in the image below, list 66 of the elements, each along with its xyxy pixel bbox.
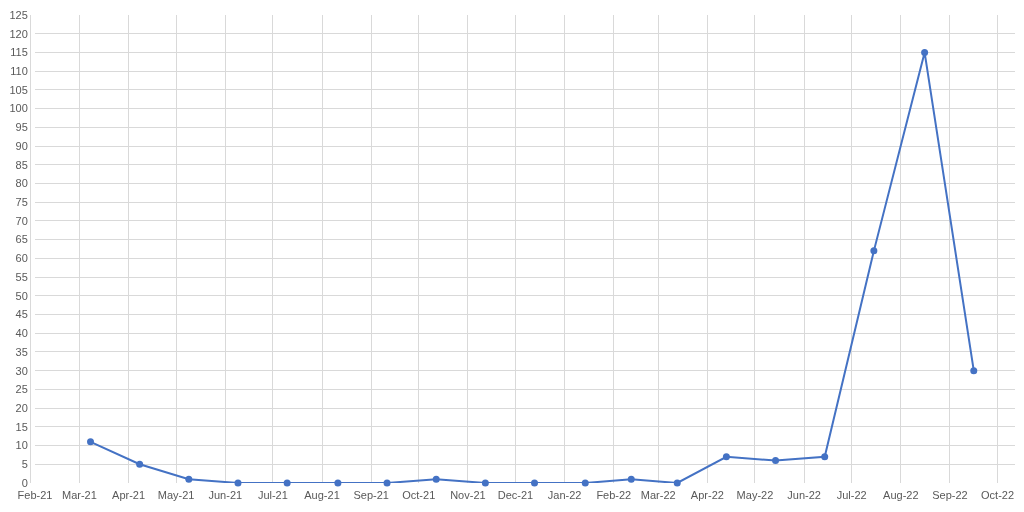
y-tick-label: 35 bbox=[15, 345, 28, 358]
y-tick-label: 115 bbox=[10, 46, 28, 59]
point bbox=[722, 453, 730, 461]
point bbox=[87, 438, 94, 446]
y-tick-label: 45 bbox=[15, 308, 28, 321]
point bbox=[921, 48, 929, 56]
y-tick-label: 25 bbox=[15, 383, 28, 396]
x-tick-label: Jun-22 bbox=[787, 489, 821, 501]
y-tick-label: 55 bbox=[15, 270, 28, 283]
y-tick-label: 30 bbox=[15, 364, 28, 377]
y-tick-label: 75 bbox=[15, 196, 28, 209]
x-tick-label: Oct-22 bbox=[981, 489, 1015, 501]
point bbox=[870, 247, 878, 255]
point bbox=[234, 479, 242, 487]
y-tick-label: 65 bbox=[15, 233, 28, 246]
y-tick-label: 70 bbox=[15, 214, 28, 227]
point bbox=[432, 475, 440, 483]
y-tick-label: 15 bbox=[15, 420, 28, 433]
y-tick-label: 125 bbox=[9, 8, 28, 21]
point bbox=[772, 457, 780, 465]
point bbox=[383, 479, 391, 487]
x-tick-label: Jan-22 bbox=[547, 489, 582, 501]
y-tick-label: 80 bbox=[15, 177, 28, 190]
point bbox=[531, 479, 539, 487]
x-tick-label: Feb-21 bbox=[17, 489, 53, 501]
x-tick-label: Aug-21 bbox=[304, 489, 340, 501]
x-tick-label: Feb-22 bbox=[596, 489, 632, 501]
y-tick-label: 60 bbox=[15, 252, 28, 265]
x-tick-label: Jul-21 bbox=[257, 489, 288, 501]
y-tick-label: 110 bbox=[10, 65, 28, 78]
y-tick-label: 100 bbox=[9, 102, 28, 115]
y-tick-label: 5 bbox=[21, 458, 28, 471]
point bbox=[970, 367, 978, 375]
y-tick-label: 85 bbox=[15, 158, 28, 171]
y-tick-label: 10 bbox=[15, 439, 28, 452]
x-tick-label: Apr-22 bbox=[690, 489, 724, 501]
y-tick-label: 90 bbox=[15, 139, 28, 152]
y-tick-label: 105 bbox=[9, 83, 28, 96]
y-tick-label: 95 bbox=[15, 121, 28, 134]
point bbox=[821, 453, 829, 461]
point bbox=[581, 479, 589, 487]
x-tick-label: May-21 bbox=[157, 489, 195, 501]
x-tick-label: Sep-21 bbox=[353, 489, 389, 501]
x-tick-label: Dec-21 bbox=[497, 489, 534, 501]
point bbox=[627, 475, 635, 483]
x-tick-label: Jul-22 bbox=[836, 489, 867, 501]
point bbox=[136, 460, 144, 468]
point bbox=[283, 479, 291, 487]
x-tick-label: Jun-21 bbox=[208, 489, 243, 501]
x-tick-label: Oct-21 bbox=[402, 489, 436, 501]
point bbox=[334, 479, 342, 487]
x-tick-label: Mar-22 bbox=[640, 489, 676, 501]
y-tick-label: 0 bbox=[21, 476, 28, 489]
x-tick-label: May-22 bbox=[736, 489, 774, 501]
x-tick-label: Mar-21 bbox=[61, 489, 97, 501]
x-tick-label: Aug-22 bbox=[883, 489, 919, 501]
x-tick-label: Sep-22 bbox=[932, 489, 968, 501]
x-tick-label: Nov-21 bbox=[450, 489, 486, 501]
y-tick-label: 50 bbox=[15, 289, 28, 302]
point bbox=[673, 479, 681, 487]
y-tick-label: 40 bbox=[15, 327, 28, 340]
point bbox=[185, 475, 193, 483]
point bbox=[481, 479, 489, 487]
x-tick-label: Apr-21 bbox=[112, 489, 146, 501]
y-tick-label: 20 bbox=[15, 401, 28, 414]
y-tick-label: 120 bbox=[9, 27, 28, 40]
